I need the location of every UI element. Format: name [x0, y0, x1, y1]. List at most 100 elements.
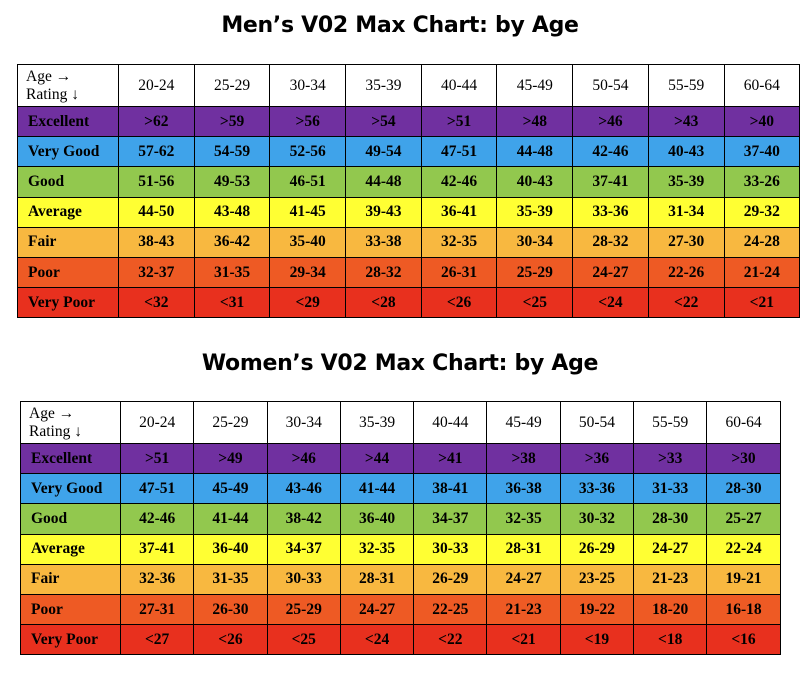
vo2-value-cell: >38 — [486, 442, 561, 475]
age-column-header: 20-24 — [119, 401, 195, 444]
vo2-value-cell: 30-32 — [559, 503, 635, 535]
vo2-value-cell: 49-54 — [345, 136, 422, 168]
vo2-value-cell: >51 — [420, 105, 498, 138]
vo2-value-cell: 35-40 — [269, 226, 347, 258]
vo2-value-cell: 31-33 — [633, 473, 708, 505]
vo2-value-cell: 24-28 — [723, 226, 800, 258]
men-chart-title: Men’s V02 Max Chart: by Age — [221, 13, 579, 38]
vo2-value-cell: <24 — [339, 624, 415, 656]
rating-row: Good 42-46 41-44 38-42 36-40 34-37 32-35 30-32 2… — [20, 503, 781, 535]
vo2-value-cell: 28-32 — [572, 226, 649, 258]
age-column-header: 50-54 — [559, 401, 635, 444]
vo2-value-cell: 47-51 — [420, 136, 498, 168]
vo2-value-cell: 21-23 — [633, 563, 708, 595]
vo2-value-cell: >43 — [647, 105, 725, 138]
vo2-value-cell: 21-23 — [486, 593, 561, 626]
age-axis-label: Age → — [26, 67, 72, 85]
vo2-value-cell: <22 — [647, 287, 725, 319]
age-column-header: 60-64 — [723, 64, 800, 107]
vo2-value-cell: 26-31 — [420, 256, 498, 289]
vo2-value-cell: 35-39 — [647, 166, 725, 198]
vo2-value-cell: 41-45 — [269, 196, 347, 228]
vo2-value-cell: >46 — [266, 442, 341, 475]
vo2-value-cell: 28-31 — [339, 563, 415, 595]
rating-label: Very Good — [20, 473, 121, 505]
rating-row: Very Good 57-62 54-59 52-56 49-54 47-51 44-48 4… — [17, 136, 800, 168]
vo2-value-cell: 36-38 — [486, 473, 561, 505]
vo2-value-cell: >33 — [633, 442, 708, 475]
vo2-value-cell: 34-37 — [266, 533, 341, 565]
vo2-value-cell: >51 — [119, 442, 195, 475]
vo2-value-cell: >30 — [706, 442, 781, 475]
age-column-header: 35-39 — [345, 64, 422, 107]
vo2-value-cell: 31-35 — [193, 563, 268, 595]
rating-label: Poor — [20, 593, 121, 626]
vo2-value-cell: 32-35 — [339, 533, 415, 565]
vo2-value-cell: <21 — [723, 287, 800, 319]
vo2-value-cell: >49 — [193, 442, 268, 475]
vo2-value-cell: 33-38 — [345, 226, 422, 258]
vo2-value-cell: 34-37 — [413, 503, 488, 535]
vo2-value-cell: 36-40 — [193, 533, 268, 565]
vo2-value-cell: <26 — [193, 624, 268, 656]
vo2-value-cell: 57-62 — [118, 136, 195, 168]
vo2-value-cell: 37-41 — [119, 533, 195, 565]
vo2-value-cell: 24-27 — [572, 256, 649, 289]
vo2-value-cell: 25-27 — [706, 503, 781, 535]
age-column-header: 60-64 — [706, 401, 781, 444]
rating-row: Poor 32-37 31-35 29-34 28-32 26-31 25-29 24-27 2… — [17, 256, 800, 289]
vo2-value-cell: 39-43 — [345, 196, 422, 228]
age-column-header: 25-29 — [193, 64, 271, 107]
rating-row: Average 44-50 43-48 41-45 39-43 36-41 35-39 33-… — [17, 196, 800, 228]
rating-label: Fair — [17, 226, 119, 258]
rating-row: Good 51-56 49-53 46-51 44-48 42-46 40-43 37-41 3… — [17, 166, 800, 198]
vo2-value-cell: <22 — [413, 624, 488, 656]
vo2-value-cell: 54-59 — [193, 136, 271, 168]
rating-label: Very Good — [17, 136, 119, 168]
age-column-header: 45-49 — [496, 64, 574, 107]
vo2-value-cell: 52-56 — [269, 136, 347, 168]
vo2-value-cell: 24-27 — [339, 593, 415, 626]
vo2-value-cell: 28-30 — [706, 473, 781, 505]
age-column-header: 40-44 — [413, 401, 488, 444]
rating-label: Very Poor — [20, 624, 121, 656]
vo2-value-cell: <29 — [269, 287, 347, 319]
vo2-value-cell: 30-33 — [413, 533, 488, 565]
vo2-value-cell: 38-42 — [266, 503, 341, 535]
vo2-value-cell: 32-35 — [486, 503, 561, 535]
rating-axis-label: Rating ↓ — [29, 422, 82, 440]
vo2-value-cell: 42-46 — [119, 503, 195, 535]
vo2-value-cell: >40 — [723, 105, 800, 138]
rating-row: Very Poor <32 <31 <29 <28 <26 <25 <24 <22 <21 — [17, 287, 800, 319]
vo2-value-cell: <24 — [572, 287, 649, 319]
vo2-value-cell: 29-32 — [723, 196, 800, 228]
vo2-value-cell: 28-30 — [633, 503, 708, 535]
vo2-value-cell: 26-29 — [413, 563, 488, 595]
vo2-value-cell: <25 — [496, 287, 574, 319]
rating-row: Excellent >51 >49 >46 >44 >41 >38 >36 >33 >30 — [20, 442, 781, 475]
vo2-value-cell: 32-37 — [118, 256, 195, 289]
vo2-value-cell: 19-22 — [559, 593, 635, 626]
rating-row: Poor 27-31 26-30 25-29 24-27 22-25 21-23 19-22 1… — [20, 593, 781, 626]
vo2-value-cell: >36 — [559, 442, 635, 475]
rating-label: Average — [17, 196, 119, 228]
vo2-value-cell: <16 — [706, 624, 781, 656]
age-column-header: 30-34 — [266, 401, 341, 444]
vo2-value-cell: 32-35 — [420, 226, 498, 258]
vo2-value-cell: <21 — [486, 624, 561, 656]
vo2-value-cell: 21-24 — [723, 256, 800, 289]
age-column-header: 55-59 — [633, 401, 708, 444]
men-corner-cell: Age → Rating ↓ — [17, 64, 119, 107]
vo2-value-cell: 31-34 — [647, 196, 725, 228]
vo2-value-cell: 44-48 — [345, 166, 422, 198]
vo2-value-cell: 31-35 — [193, 256, 271, 289]
vo2-value-cell: >56 — [269, 105, 347, 138]
vo2-value-cell: 43-48 — [193, 196, 271, 228]
vo2-value-cell: 41-44 — [339, 473, 415, 505]
vo2-value-cell: >48 — [496, 105, 574, 138]
women-vo2-table: Age → Rating ↓ 20-24 25-29 30-34 35-39 40-44 45… — [20, 401, 781, 656]
age-column-header: 50-54 — [572, 64, 649, 107]
rating-label: Average — [20, 533, 121, 565]
vo2-value-cell: <27 — [119, 624, 195, 656]
vo2-value-cell: 35-39 — [496, 196, 574, 228]
